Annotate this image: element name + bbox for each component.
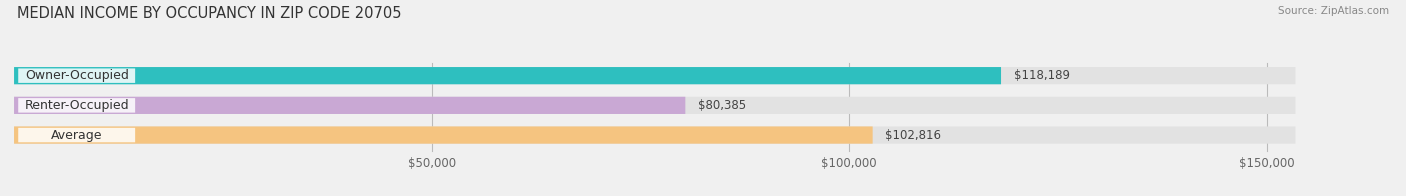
Text: $118,189: $118,189 <box>1014 69 1070 82</box>
Text: $102,816: $102,816 <box>886 129 941 142</box>
Text: Source: ZipAtlas.com: Source: ZipAtlas.com <box>1278 6 1389 16</box>
FancyBboxPatch shape <box>18 68 135 83</box>
FancyBboxPatch shape <box>18 98 135 113</box>
FancyBboxPatch shape <box>14 67 1295 84</box>
FancyBboxPatch shape <box>18 128 135 142</box>
FancyBboxPatch shape <box>14 97 1295 114</box>
FancyBboxPatch shape <box>14 126 1295 144</box>
FancyBboxPatch shape <box>14 97 685 114</box>
Text: Average: Average <box>51 129 103 142</box>
FancyBboxPatch shape <box>14 67 1001 84</box>
FancyBboxPatch shape <box>14 126 873 144</box>
Text: $80,385: $80,385 <box>697 99 747 112</box>
Text: Renter-Occupied: Renter-Occupied <box>24 99 129 112</box>
Text: Owner-Occupied: Owner-Occupied <box>25 69 128 82</box>
Text: MEDIAN INCOME BY OCCUPANCY IN ZIP CODE 20705: MEDIAN INCOME BY OCCUPANCY IN ZIP CODE 2… <box>17 6 401 21</box>
